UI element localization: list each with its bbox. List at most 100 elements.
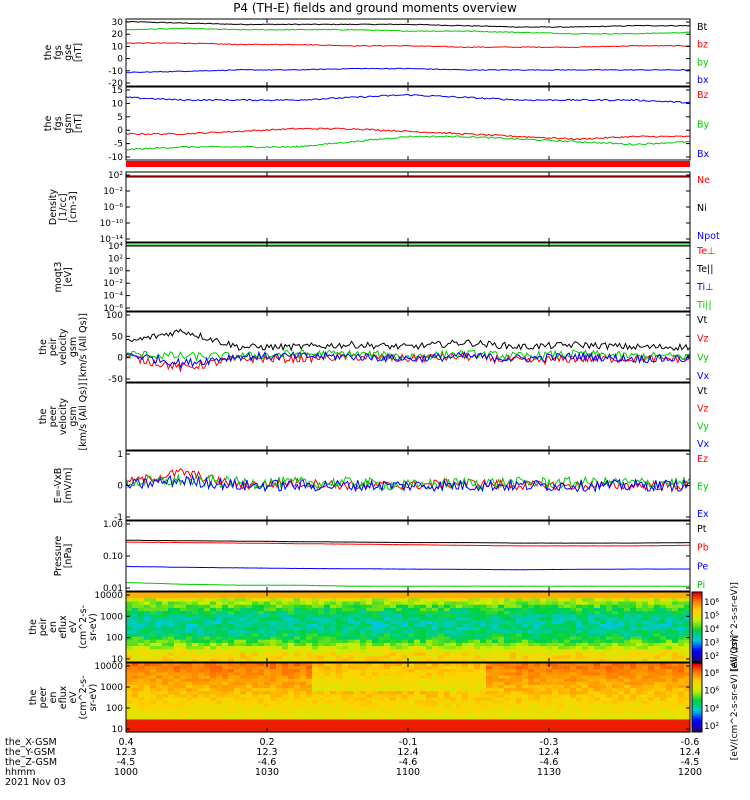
spectrogram-cell xyxy=(246,675,253,680)
spectrogram-cell xyxy=(192,725,199,730)
colorbar-segment xyxy=(692,672,702,675)
spectrogram-cell xyxy=(552,604,559,609)
spectrogram-cell xyxy=(390,639,397,644)
spectrogram-cell xyxy=(150,649,157,654)
spectrogram-cell xyxy=(606,691,613,695)
spectrogram-cell xyxy=(318,649,325,654)
spectrogram-cell xyxy=(276,633,283,638)
spectrogram-cell xyxy=(396,697,403,702)
spectrogram-cell xyxy=(156,697,163,702)
spectrogram-cell xyxy=(240,672,247,677)
spectrogram-cell xyxy=(198,719,205,724)
spectrogram-cell xyxy=(360,642,367,647)
spectrogram-cell xyxy=(576,719,583,724)
spectrogram-cell xyxy=(678,649,685,654)
spectrogram-cell xyxy=(198,652,205,657)
spectrogram-cell xyxy=(582,710,589,714)
spectrogram-cell xyxy=(648,595,655,599)
spectrogram-cell xyxy=(444,672,451,677)
spectrogram-cell xyxy=(684,636,691,641)
spectrogram-cell xyxy=(150,697,157,702)
spectrogram-cell xyxy=(528,655,535,660)
spectrogram-cell xyxy=(312,684,319,689)
spectrogram-cell xyxy=(438,684,445,689)
spectrogram-cell xyxy=(390,700,397,705)
spectrogram-cell xyxy=(468,658,475,663)
spectrogram-cell xyxy=(384,601,391,606)
spectrogram-cell xyxy=(504,706,511,711)
spectrogram-cell xyxy=(528,623,535,628)
spectrogram-cell xyxy=(264,630,271,634)
spectrogram-cell xyxy=(486,713,493,717)
spectrogram-cell xyxy=(594,607,601,612)
spectrogram-cell xyxy=(354,663,361,667)
spectrogram-cell xyxy=(372,655,379,660)
spectrogram-cell xyxy=(528,652,535,657)
spectrogram-cell xyxy=(630,678,637,683)
spectrogram-cell xyxy=(528,728,535,733)
spectrogram-cell xyxy=(276,601,283,606)
spectrogram-cell xyxy=(252,728,259,733)
spectrogram-cell xyxy=(588,697,595,702)
spectrogram-cell xyxy=(612,652,619,657)
spectrogram-cell xyxy=(168,694,175,699)
bottom-row-value: 12.3 xyxy=(115,747,136,758)
spectrogram-cell xyxy=(312,672,319,677)
spectrogram-cell xyxy=(306,700,313,705)
spectrogram-cell xyxy=(678,694,685,699)
spectrogram-cell xyxy=(216,691,223,695)
spectrogram-cell xyxy=(132,601,139,606)
spectrogram-cell xyxy=(432,639,439,644)
spectrogram-cell xyxy=(324,611,331,615)
spectrogram-cell xyxy=(420,722,427,727)
spectrogram-cell xyxy=(642,630,649,634)
spectrogram-cell xyxy=(528,617,535,622)
legend-Vt: Vt xyxy=(697,315,707,326)
spectrogram-cell xyxy=(540,636,547,641)
spectrogram-cell xyxy=(528,630,535,634)
spectrogram-cell xyxy=(612,666,619,670)
spectrogram-cell xyxy=(510,713,517,717)
spectrogram-cell xyxy=(654,646,661,650)
spectrogram-cell xyxy=(402,607,409,612)
spectrogram-cell xyxy=(258,652,265,657)
spectrogram-cell xyxy=(654,684,661,689)
spectrogram-cell xyxy=(144,688,151,692)
spectrogram-cell xyxy=(486,706,493,711)
spectrogram-cell xyxy=(132,691,139,695)
spectrogram-cell xyxy=(378,716,385,721)
spectrogram-cell xyxy=(432,652,439,657)
spectrogram-cell xyxy=(588,678,595,683)
legend-Ti⊥: Ti⊥ xyxy=(696,282,713,293)
spectrogram-cell xyxy=(504,675,511,680)
spectrogram-cell xyxy=(258,607,265,612)
spectrogram-cell xyxy=(180,658,187,663)
spectrogram-cell xyxy=(606,636,613,641)
spectrogram-cell xyxy=(642,614,649,619)
spectrogram-cell xyxy=(612,627,619,631)
spectrogram-cell xyxy=(546,691,553,695)
spectrogram-cell xyxy=(432,703,439,708)
spectrogram-cell xyxy=(300,642,307,647)
spectrogram-cell xyxy=(336,646,343,650)
spectrogram-cell xyxy=(252,658,259,663)
spectrogram-cell xyxy=(138,691,145,695)
spectrogram-cell xyxy=(588,666,595,670)
spectrogram-cell xyxy=(234,681,241,686)
spectrogram-cell xyxy=(504,604,511,609)
colorbar-segment xyxy=(692,650,702,654)
spectrogram-cell xyxy=(612,706,619,711)
bottom-row-value: -4.5 xyxy=(117,757,136,768)
spectrogram-cell xyxy=(270,652,277,657)
spectrogram-cell xyxy=(582,658,589,663)
spectrogram-cell xyxy=(636,646,643,650)
spectrogram-cell xyxy=(570,669,577,674)
spectrogram-cell xyxy=(414,658,421,663)
spectrogram-cell xyxy=(654,607,661,612)
spectrogram-cell xyxy=(516,655,523,660)
spectrogram-cell xyxy=(654,688,661,692)
spectrogram-cell xyxy=(444,694,451,699)
spectrogram-cell xyxy=(354,633,361,638)
spectrogram-cell xyxy=(588,700,595,705)
spectrogram-cell xyxy=(576,652,583,657)
